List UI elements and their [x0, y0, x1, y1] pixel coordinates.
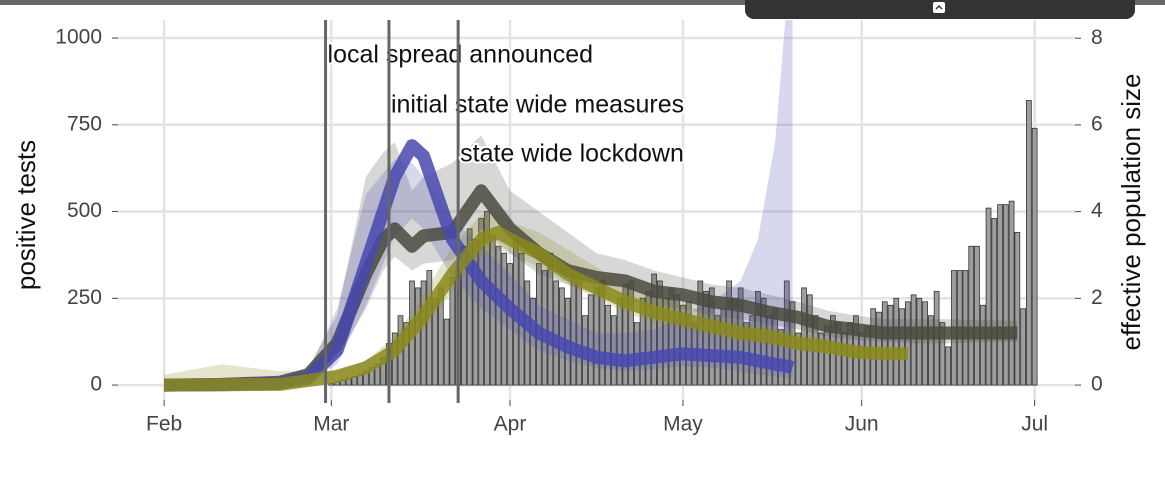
- bar: [749, 315, 756, 386]
- bar: [697, 280, 704, 386]
- bar: [703, 290, 709, 386]
- bar: [1008, 200, 1015, 386]
- collapse-arrow: [935, 4, 943, 10]
- bar: [795, 332, 802, 386]
- bar: [893, 297, 900, 386]
- y-tick-label: 500: [67, 199, 102, 222]
- x-tick-label: Jul: [1021, 413, 1048, 436]
- bar: [910, 294, 917, 386]
- bar: [899, 308, 905, 386]
- event-label: state wide lockdown: [460, 140, 684, 168]
- bar: [403, 322, 410, 386]
- bar: [680, 304, 686, 386]
- foreground: 0 250 500 750 1000 0 2 4 6 8 Feb Mar Apr May Jun Jul loc…: [55, 20, 1103, 436]
- x-tick-label: Mar: [313, 413, 349, 436]
- bar: [426, 270, 433, 386]
- bar: [639, 297, 646, 386]
- bar: [501, 252, 508, 386]
- bar: [1020, 308, 1026, 386]
- series-line: [164, 225, 908, 392]
- x-tick-label: Jun: [845, 413, 879, 436]
- y-tick-label: 0: [90, 373, 102, 396]
- y-tick-label: 250: [67, 286, 102, 309]
- bar: [1026, 100, 1032, 386]
- bar: [443, 318, 450, 386]
- bar: [881, 301, 888, 386]
- confidence-band: [164, 20, 793, 386]
- bar: [507, 263, 513, 386]
- bar: [530, 297, 536, 386]
- collapse-icon[interactable]: [933, 2, 945, 13]
- bar: [783, 280, 790, 386]
- bar: [904, 301, 911, 386]
- bar: [495, 245, 502, 386]
- x-tick-label: Apr: [494, 413, 527, 436]
- bar: [801, 287, 807, 386]
- bar: [939, 322, 946, 386]
- bar: [778, 329, 784, 386]
- bar: [841, 332, 848, 386]
- bar: [484, 211, 490, 386]
- bar: [916, 297, 923, 386]
- bar: [818, 332, 825, 386]
- event-label: local spread announced: [328, 41, 593, 69]
- y2-tick-label: 4: [1091, 199, 1103, 222]
- bar: [605, 304, 611, 386]
- y2-tick-label: 2: [1091, 286, 1103, 309]
- bar: [928, 315, 934, 386]
- x-tick-label: May: [663, 413, 703, 436]
- y2-tick-label: 6: [1091, 112, 1103, 135]
- bar: [414, 287, 421, 386]
- bar: [478, 218, 485, 386]
- bar: [1002, 204, 1009, 386]
- top-bar: [0, 0, 1165, 5]
- bar: [610, 315, 617, 386]
- y-axis-label: positive tests: [11, 140, 41, 290]
- bar: [887, 304, 894, 386]
- series-line: [164, 139, 795, 392]
- bar: [945, 346, 952, 386]
- bar: [991, 218, 998, 386]
- y2-tick-label: 0: [1091, 373, 1103, 396]
- bar: [985, 207, 992, 386]
- x-tick-label: Feb: [146, 413, 182, 436]
- y2-axis-label: effective population size: [1116, 73, 1146, 350]
- bar: [922, 301, 928, 386]
- bar: [974, 245, 980, 386]
- bar: [657, 280, 663, 386]
- bar: [708, 287, 715, 386]
- plot: [164, 20, 1038, 392]
- bar: [997, 204, 1003, 386]
- bar: [420, 280, 427, 386]
- bar: [979, 304, 986, 386]
- bar: [1031, 127, 1038, 386]
- bar: [1014, 231, 1021, 386]
- bar: [466, 228, 473, 386]
- bar: [587, 294, 594, 386]
- y-tick-label: 750: [67, 112, 102, 135]
- event-label: initial state wide measures: [391, 91, 684, 119]
- y2-tick-label: 8: [1091, 26, 1103, 49]
- bar: [968, 245, 975, 386]
- y-tick-label: 1000: [55, 26, 102, 49]
- bar: [651, 273, 658, 386]
